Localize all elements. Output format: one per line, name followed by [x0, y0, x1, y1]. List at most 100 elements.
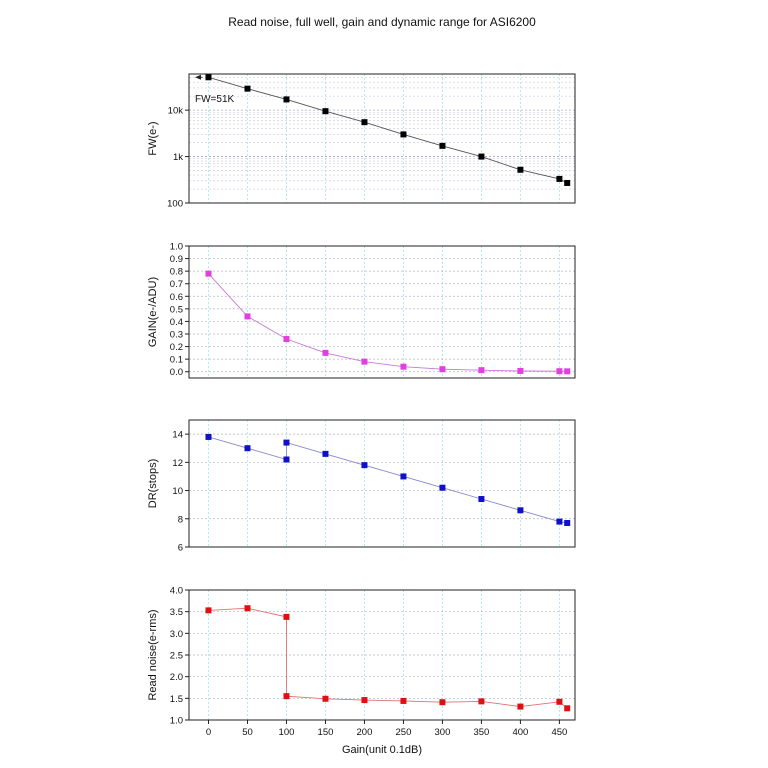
x-tick-label: 350 — [473, 727, 489, 738]
data-point — [283, 439, 290, 446]
data-point — [205, 607, 212, 614]
chart-panels: 1001k10kFW(e-)FW=51K0.00.10.20.30.40.50.… — [147, 73, 576, 756]
y-tick-label: 0.2 — [170, 342, 183, 353]
y-axis-label: GAIN(e-/ADU) — [147, 277, 159, 347]
data-point — [283, 613, 290, 620]
data-point — [478, 496, 485, 503]
x-tick-label: 450 — [551, 727, 567, 738]
y-tick-label: 10k — [168, 106, 184, 117]
y-tick-label: 0.9 — [170, 254, 183, 265]
x-tick-label: 50 — [242, 727, 253, 738]
data-point — [556, 175, 563, 182]
data-point — [517, 367, 524, 374]
data-point — [322, 349, 329, 356]
y-tick-label: 0.7 — [170, 279, 183, 290]
data-point — [439, 699, 446, 706]
y-tick-label: 0.3 — [170, 330, 183, 341]
data-point — [205, 74, 212, 81]
y-tick-label: 0.0 — [170, 367, 183, 378]
data-point — [556, 368, 563, 375]
data-point — [517, 166, 524, 173]
data-point — [564, 705, 571, 712]
y-tick-label: 1.0 — [170, 242, 183, 253]
x-tick-label: 200 — [357, 727, 373, 738]
data-point — [205, 433, 212, 440]
data-point — [439, 142, 446, 149]
data-point — [478, 698, 485, 705]
data-point — [564, 179, 571, 186]
panel-dr: 6 8 10 12 14 DR(stops) — [147, 419, 576, 554]
series-line — [208, 436, 568, 524]
y-tick-label: 12 — [172, 458, 183, 469]
data-point — [400, 131, 407, 138]
panel-gain: 0.00.1 0.20.3 0.4 0.50.6 0.70.8 0.91.0 GAIN(e-… — [147, 242, 576, 379]
data-point — [361, 462, 368, 469]
y-tick-label: 3.0 — [170, 629, 183, 640]
data-point — [283, 693, 290, 700]
data-point — [244, 313, 251, 320]
data-point — [283, 96, 290, 103]
plot-frame — [188, 73, 576, 204]
series-line — [208, 607, 568, 709]
data-point — [556, 518, 563, 525]
data-point — [322, 108, 329, 115]
x-tick-label: 150 — [318, 727, 334, 738]
panel-fw: 100 1k 10k FW(e-) FW=51K — [147, 73, 576, 210]
data-point — [478, 367, 485, 374]
data-point — [439, 484, 446, 491]
data-point — [322, 695, 329, 702]
data-point — [564, 520, 571, 527]
data-point — [361, 358, 368, 365]
y-tick-label: 1.5 — [170, 694, 183, 705]
y-tick-label: 14 — [172, 430, 183, 441]
y-tick-label: 4.0 — [170, 586, 183, 597]
y-tick-label: 0.4 — [170, 317, 183, 328]
data-point — [361, 697, 368, 704]
series-line — [208, 273, 568, 372]
x-axis-label: Gain(unit 0.1dB) — [342, 744, 422, 756]
y-tick-label: 1.0 — [170, 716, 183, 727]
data-point — [400, 697, 407, 704]
y-axis-label: DR(stops) — [147, 459, 159, 509]
data-point — [361, 119, 368, 126]
y-tick-label: 10 — [172, 486, 183, 497]
data-point — [556, 698, 563, 705]
x-tick-label: 100 — [279, 727, 295, 738]
y-tick-label: 0.1 — [170, 355, 183, 366]
data-point — [439, 366, 446, 373]
data-point — [517, 507, 524, 514]
plot-frame — [188, 419, 576, 548]
data-point — [244, 85, 251, 92]
x-tick-label: 0 — [206, 727, 211, 738]
y-axis-label: FW(e-) — [147, 121, 159, 155]
data-point — [400, 363, 407, 370]
chart-title: Read noise, full well, gain and dynamic … — [228, 15, 536, 29]
y-tick-label: 2.0 — [170, 672, 183, 683]
y-tick-label: 1k — [173, 152, 183, 163]
data-point — [283, 336, 290, 343]
data-point — [478, 153, 485, 160]
arrow-head — [195, 74, 201, 80]
data-point — [244, 445, 251, 452]
data-point — [517, 703, 524, 710]
y-tick-label: 0.8 — [170, 267, 183, 278]
fw-annotation: FW=51K — [195, 94, 235, 105]
data-point — [244, 605, 251, 612]
panel-rn: 1.0 1.5 2.0 2.5 3.0 3.5 4.0 Read noise(e-rms) 0 5… — [147, 586, 576, 756]
data-point — [205, 270, 212, 277]
x-tick-label: 250 — [396, 727, 412, 738]
data-point — [322, 450, 329, 457]
y-tick-label: 0.5 — [170, 304, 183, 315]
x-tick-label: 400 — [512, 727, 528, 738]
x-tick-label: 300 — [435, 727, 451, 738]
data-point — [400, 473, 407, 480]
y-tick-label: 0.6 — [170, 292, 183, 303]
y-tick-label: 100 — [167, 199, 183, 210]
plot-frame — [188, 245, 576, 379]
y-tick-label: 2.5 — [170, 651, 183, 662]
y-tick-label: 6 — [178, 543, 183, 554]
y-tick-label: 3.5 — [170, 607, 183, 618]
y-tick-label: 8 — [178, 514, 183, 525]
data-point — [564, 368, 571, 375]
